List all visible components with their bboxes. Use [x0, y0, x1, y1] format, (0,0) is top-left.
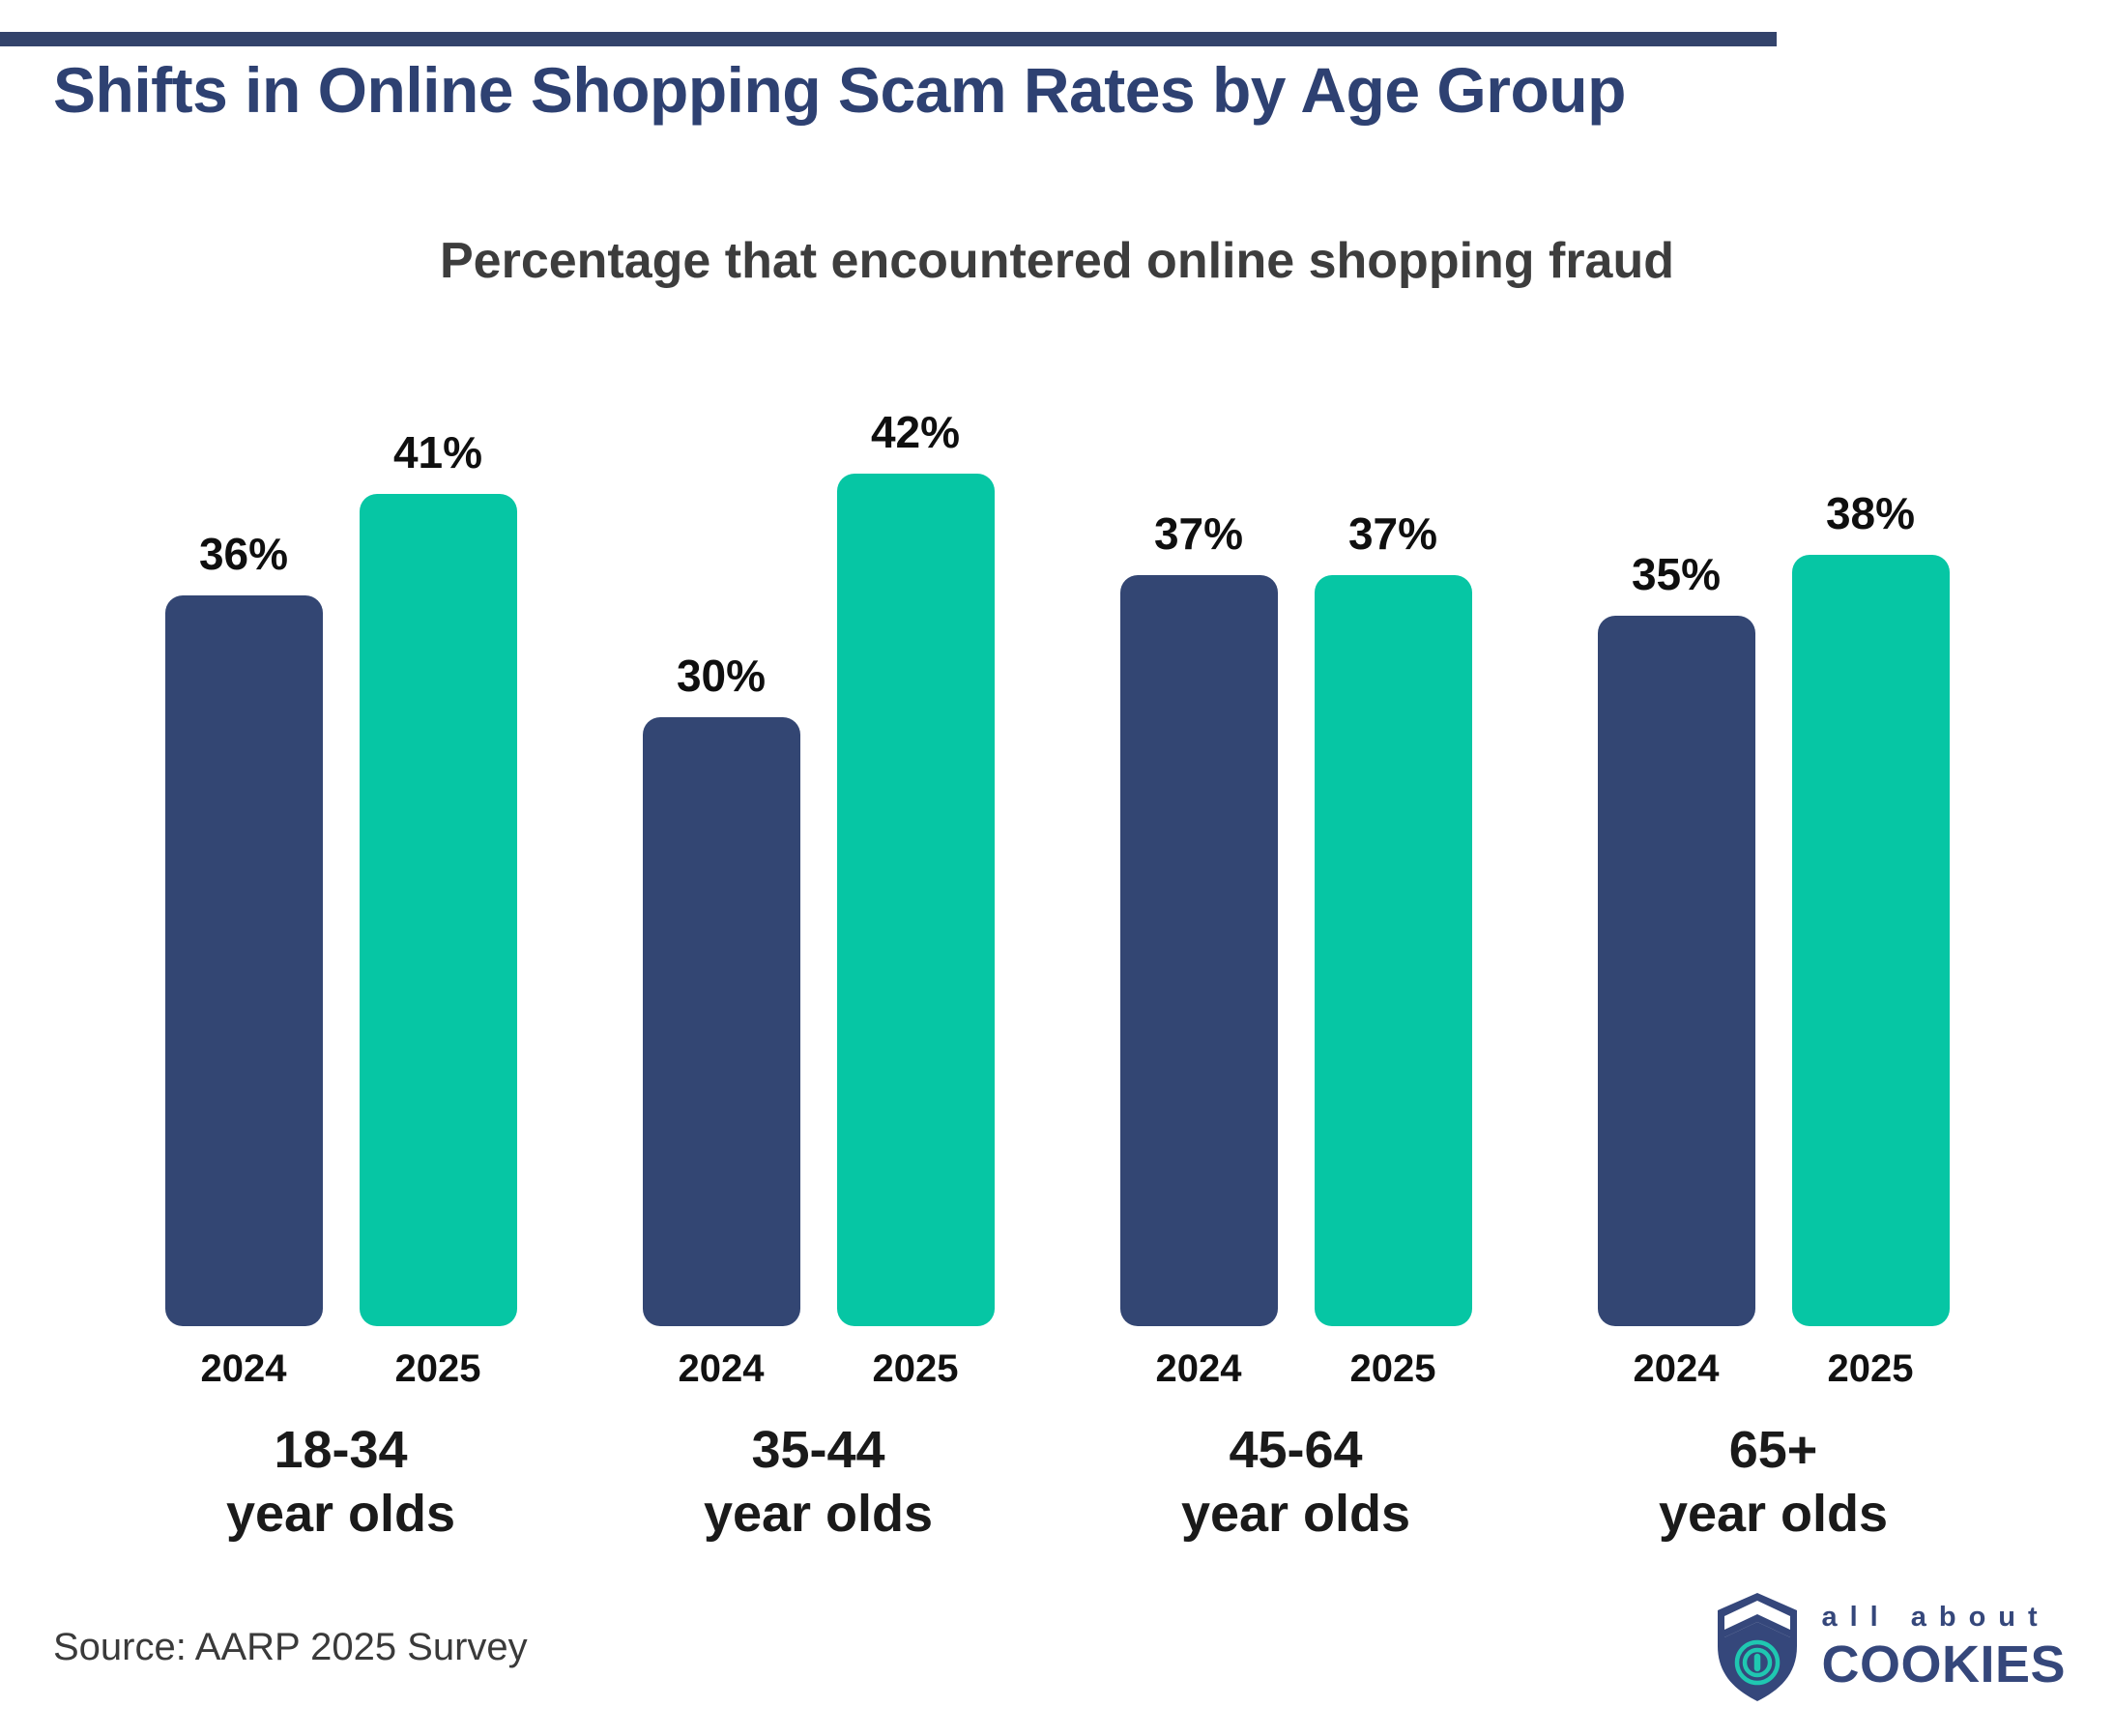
bar-value-label: 37% [1347, 508, 1438, 559]
age-group-35-44: 30% 2024 42% 2025 35-44 year olds [642, 407, 995, 1547]
page-title: Shifts in Online Shopping Scam Rates by … [53, 54, 1626, 126]
year-label: 2024 [200, 1346, 287, 1390]
year-label: 2025 [1349, 1346, 1436, 1390]
bar-2024-35-44 [642, 716, 800, 1326]
bar-pair-18-34: 36% 2024 41% 2025 [164, 427, 517, 1392]
bar-2025-35-44 [836, 473, 995, 1326]
bar-wrap-2025-65+: 38% 2025 [1791, 488, 1950, 1392]
group-label-range: 18-34 [274, 1420, 408, 1479]
bar-2025-45-64 [1314, 574, 1472, 1326]
chart-title: Percentage that encountered online shopp… [439, 233, 1675, 289]
year-label: 2024 [1155, 1346, 1242, 1390]
group-label-range: 45-64 [1229, 1420, 1363, 1479]
bar-2024-65+ [1597, 615, 1755, 1326]
bar-value-label: 38% [1825, 488, 1916, 538]
bar-wrap-2025-35-44: 42% 2025 [836, 407, 995, 1392]
year-label: 2024 [678, 1346, 765, 1390]
group-label-qualifier: year olds [1658, 1484, 1889, 1543]
bar-wrap-2024-45-64: 37% 2024 [1119, 508, 1278, 1392]
brand-logo: all about COOKIES [1709, 1590, 2066, 1704]
year-label: 2025 [394, 1346, 481, 1390]
source-note: Source: AARP 2025 Survey [53, 1626, 528, 1668]
bar-value-label: 41% [392, 427, 483, 477]
bar-2024-18-34 [164, 594, 323, 1326]
group-label-range: 35-44 [751, 1420, 885, 1479]
bar-2024-45-64 [1119, 574, 1278, 1326]
brand-logo-line-big: COOKIES [1821, 1635, 2066, 1693]
bar-pair-35-44: 30% 2024 42% 2025 [642, 407, 995, 1392]
brand-logo-line-small: all about [1821, 1602, 2050, 1633]
age-group-45-64: 37% 2024 37% 2025 45-64 year olds [1119, 508, 1472, 1547]
brand-logo-text: all about COOKIES [1821, 1602, 2066, 1693]
bar-2025-18-34 [359, 493, 517, 1326]
bar-wrap-2024-35-44: 30% 2024 [642, 651, 800, 1392]
bar-pair-45-64: 37% 2024 37% 2025 [1119, 508, 1472, 1392]
bar-value-label: 35% [1631, 549, 1722, 599]
bar-wrap-2024-65+: 35% 2024 [1597, 549, 1755, 1392]
age-group-18-34: 36% 2024 41% 2025 18-34 year olds [164, 427, 517, 1547]
group-label-qualifier: year olds [225, 1484, 456, 1543]
group-label-45-64: 45-64 year olds [1181, 1419, 1410, 1547]
bar-2025-65+ [1791, 554, 1950, 1326]
group-label-65+: 65+ year olds [1659, 1419, 1888, 1547]
year-label: 2025 [1827, 1346, 1914, 1390]
bar-chart-groups: 36% 2024 41% 2025 18-34 year olds 30% 2024 42% 20… [0, 407, 2114, 1547]
group-label-range: 65+ [1728, 1420, 1818, 1479]
bar-value-label: 36% [198, 529, 289, 579]
bar-wrap-2024-18-34: 36% 2024 [164, 529, 323, 1392]
bar-wrap-2025-18-34: 41% 2025 [359, 427, 517, 1392]
top-accent-bar [0, 32, 1777, 46]
group-label-18-34: 18-34 year olds [226, 1419, 455, 1547]
bar-value-label: 37% [1153, 508, 1244, 559]
group-label-qualifier: year olds [703, 1484, 934, 1543]
shield-fingerprint-icon [1718, 1593, 1798, 1701]
bar-pair-65+: 35% 2024 38% 2025 [1597, 488, 1950, 1392]
group-label-qualifier: year olds [1180, 1484, 1411, 1543]
bar-wrap-2025-45-64: 37% 2025 [1314, 508, 1472, 1392]
age-group-65+: 35% 2024 38% 2025 65+ year olds [1597, 488, 1950, 1547]
bar-chart: 36% 2024 41% 2025 18-34 year olds 30% 2024 42% 20… [0, 407, 2114, 1547]
group-label-35-44: 35-44 year olds [704, 1419, 933, 1547]
year-label: 2024 [1633, 1346, 1720, 1390]
bar-value-label: 30% [676, 651, 767, 701]
year-label: 2025 [872, 1346, 959, 1390]
bar-value-label: 42% [870, 407, 961, 457]
